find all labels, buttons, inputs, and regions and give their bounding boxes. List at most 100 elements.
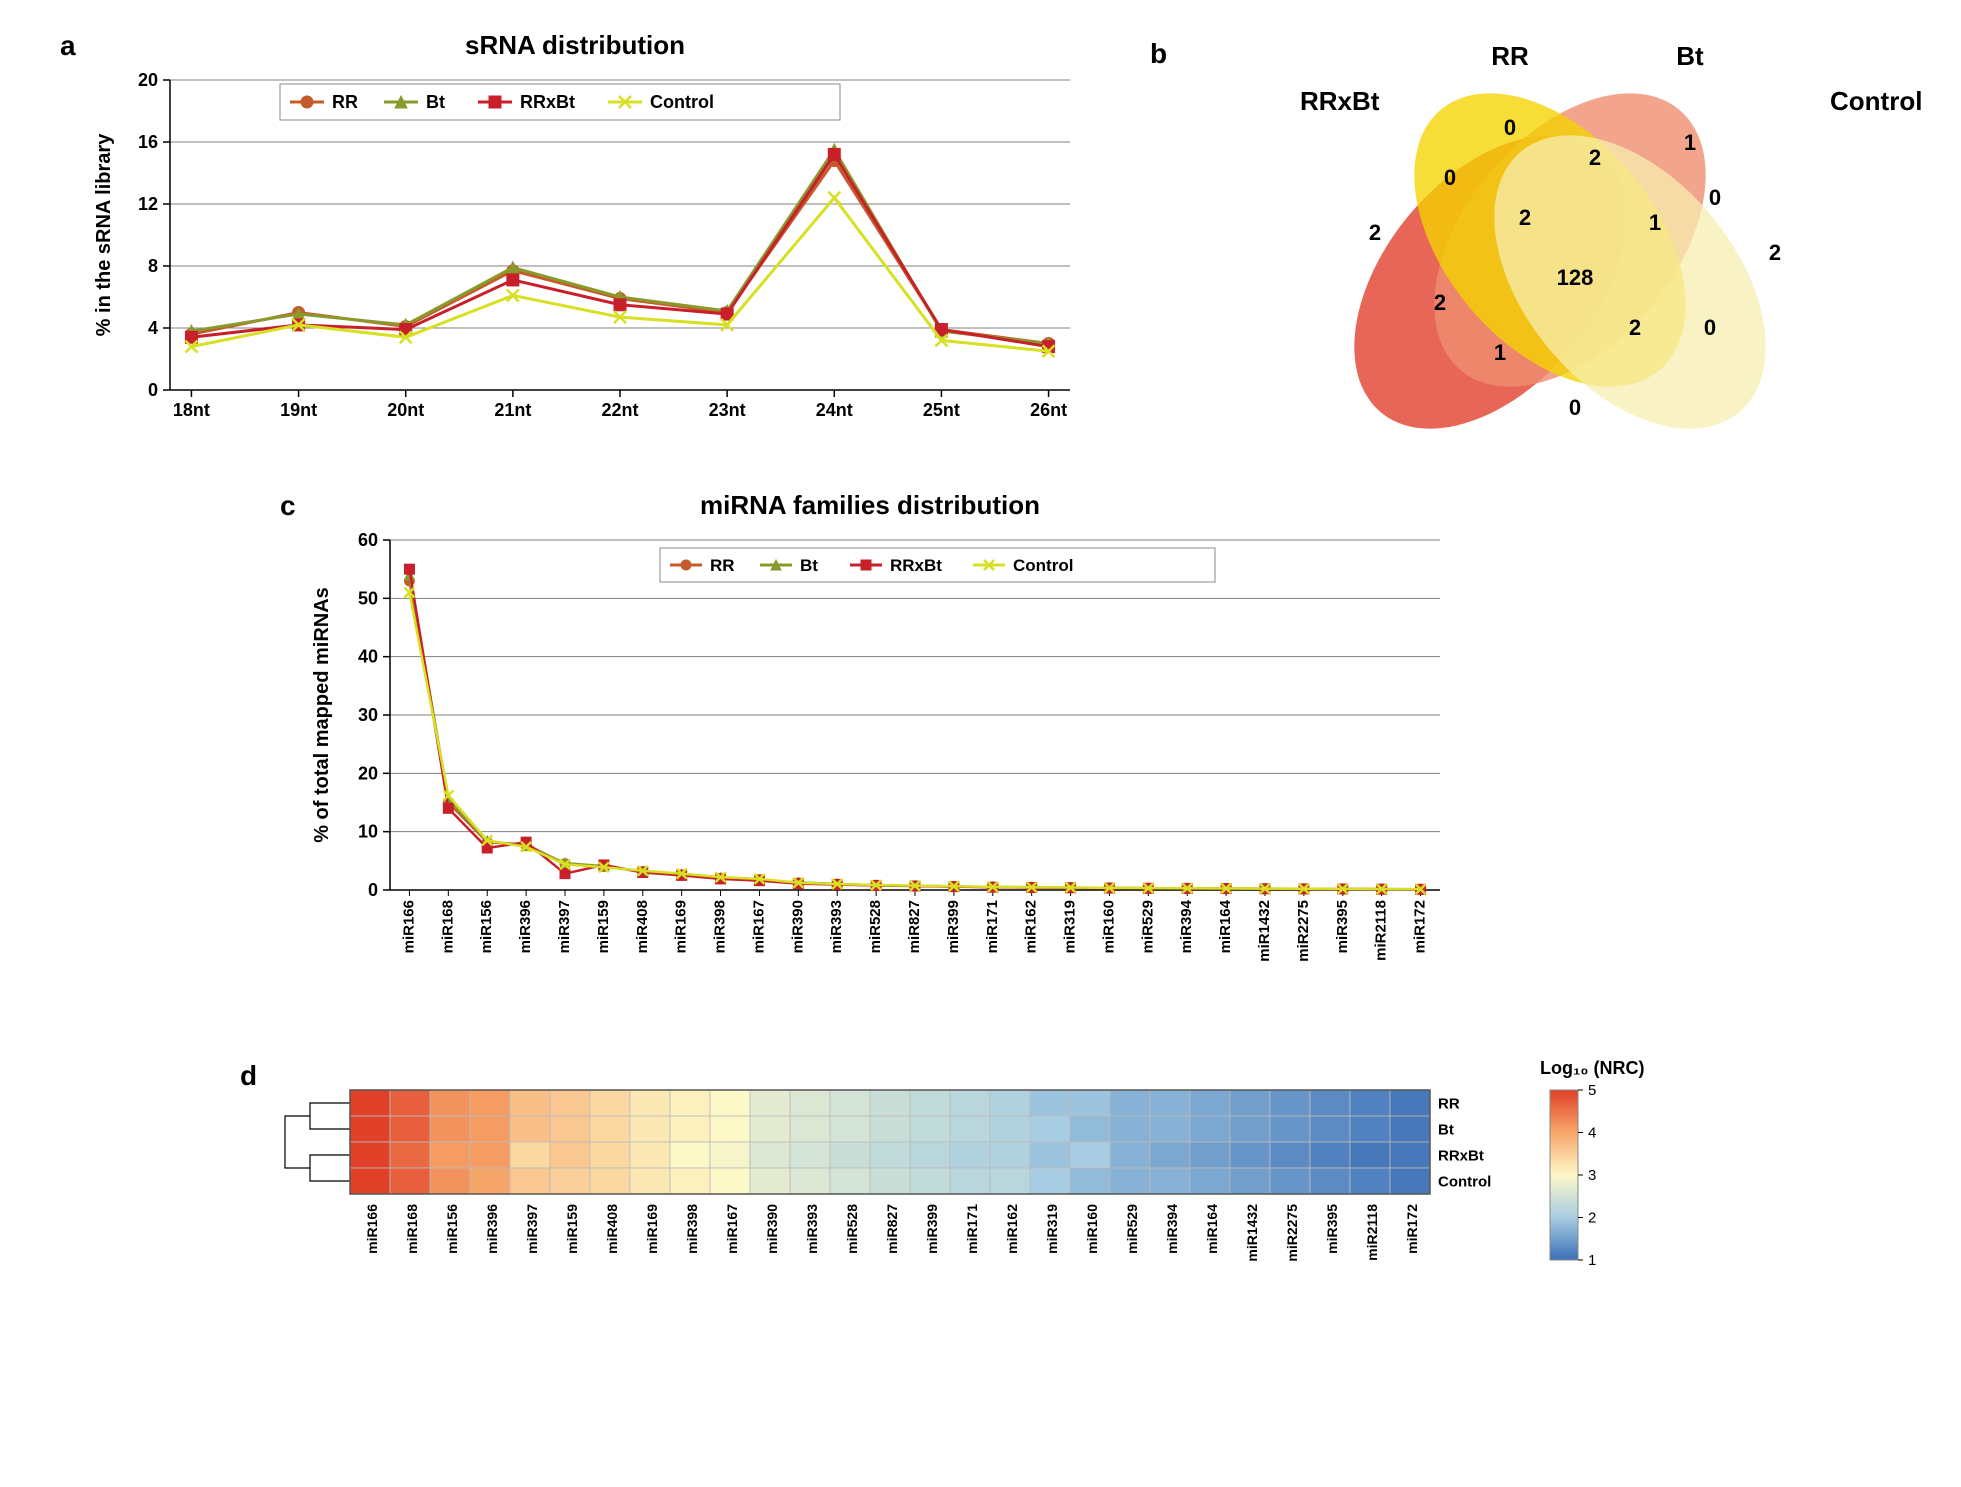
panel-a: a sRNA distribution 04812162018nt19nt20n… bbox=[60, 30, 1090, 450]
svg-text:12: 12 bbox=[138, 194, 158, 214]
svg-text:Log₁₀ (NRC): Log₁₀ (NRC) bbox=[1540, 1060, 1645, 1078]
svg-text:0: 0 bbox=[1704, 315, 1716, 340]
svg-text:miR156: miR156 bbox=[478, 900, 495, 953]
svg-text:miR528: miR528 bbox=[844, 1204, 860, 1254]
svg-text:3: 3 bbox=[1588, 1167, 1596, 1184]
svg-text:40: 40 bbox=[358, 647, 378, 667]
svg-text:4: 4 bbox=[1588, 1125, 1596, 1142]
svg-text:miR167: miR167 bbox=[724, 1204, 740, 1254]
svg-text:miR399: miR399 bbox=[945, 900, 962, 953]
svg-text:10: 10 bbox=[358, 822, 378, 842]
svg-text:Control: Control bbox=[1013, 556, 1073, 575]
svg-text:miR2118: miR2118 bbox=[1373, 900, 1390, 961]
svg-text:miR528: miR528 bbox=[867, 900, 884, 953]
svg-text:RRxBt: RRxBt bbox=[1300, 86, 1380, 116]
svg-text:1: 1 bbox=[1588, 1252, 1596, 1269]
svg-text:miR529: miR529 bbox=[1139, 900, 1156, 953]
svg-text:25nt: 25nt bbox=[923, 400, 960, 420]
svg-text:miR159: miR159 bbox=[564, 1204, 580, 1254]
svg-text:0: 0 bbox=[1444, 165, 1456, 190]
svg-text:miR160: miR160 bbox=[1084, 1204, 1100, 1254]
svg-text:miR394: miR394 bbox=[1178, 899, 1195, 953]
svg-text:24nt: 24nt bbox=[816, 400, 853, 420]
svg-text:miR393: miR393 bbox=[828, 900, 845, 953]
svg-text:RR: RR bbox=[1491, 41, 1529, 71]
svg-text:2: 2 bbox=[1769, 240, 1781, 265]
svg-text:miR827: miR827 bbox=[884, 1204, 900, 1254]
svg-text:% in the sRNA library: % in the sRNA library bbox=[93, 133, 115, 337]
svg-text:20: 20 bbox=[358, 763, 378, 783]
svg-text:23nt: 23nt bbox=[709, 400, 746, 420]
svg-text:miR1432: miR1432 bbox=[1256, 900, 1273, 962]
svg-text:20: 20 bbox=[138, 70, 158, 90]
svg-text:RRxBt: RRxBt bbox=[1438, 1148, 1484, 1165]
svg-text:2: 2 bbox=[1369, 220, 1381, 245]
svg-text:0: 0 bbox=[1709, 185, 1721, 210]
svg-text:miR398: miR398 bbox=[684, 1204, 700, 1254]
svg-text:1: 1 bbox=[1649, 210, 1661, 235]
svg-text:miR398: miR398 bbox=[712, 900, 729, 953]
svg-text:miR408: miR408 bbox=[634, 900, 651, 953]
svg-text:miR397: miR397 bbox=[556, 900, 573, 953]
svg-text:22nt: 22nt bbox=[601, 400, 638, 420]
panel-c-chart: 0102030405060miR166miR168miR156miR396miR… bbox=[280, 490, 1460, 1020]
svg-text:1: 1 bbox=[1494, 340, 1506, 365]
svg-text:0: 0 bbox=[1569, 395, 1581, 420]
svg-text:Control: Control bbox=[1830, 86, 1922, 116]
svg-text:miR164: miR164 bbox=[1217, 899, 1234, 953]
svg-text:miR395: miR395 bbox=[1324, 1204, 1340, 1254]
svg-text:miR2118: miR2118 bbox=[1364, 1204, 1380, 1261]
svg-text:18nt: 18nt bbox=[173, 400, 210, 420]
svg-text:miR164: miR164 bbox=[1204, 1204, 1220, 1254]
svg-text:miR162: miR162 bbox=[1004, 1204, 1020, 1254]
svg-text:8: 8 bbox=[148, 256, 158, 276]
svg-text:miR390: miR390 bbox=[764, 1204, 780, 1254]
svg-text:miR395: miR395 bbox=[1334, 900, 1351, 953]
svg-text:1: 1 bbox=[1684, 130, 1696, 155]
svg-text:miR168: miR168 bbox=[439, 900, 456, 953]
svg-text:RR: RR bbox=[1438, 1096, 1460, 1113]
svg-text:4: 4 bbox=[148, 318, 158, 338]
svg-text:miR172: miR172 bbox=[1404, 1204, 1420, 1254]
svg-text:miR319: miR319 bbox=[1044, 1204, 1060, 1254]
svg-text:miR171: miR171 bbox=[964, 1204, 980, 1254]
svg-text:Bt: Bt bbox=[800, 556, 818, 575]
svg-text:Bt: Bt bbox=[1438, 1122, 1454, 1139]
svg-text:miR171: miR171 bbox=[984, 900, 1001, 953]
svg-text:0: 0 bbox=[1504, 115, 1516, 140]
svg-text:miR166: miR166 bbox=[400, 900, 417, 953]
svg-text:miR166: miR166 bbox=[364, 1204, 380, 1254]
svg-text:miR393: miR393 bbox=[804, 1204, 820, 1254]
svg-text:miR396: miR396 bbox=[517, 900, 534, 953]
svg-text:Bt: Bt bbox=[426, 92, 445, 112]
svg-text:miR162: miR162 bbox=[1023, 900, 1040, 953]
svg-text:miR529: miR529 bbox=[1124, 1204, 1140, 1254]
svg-text:miR169: miR169 bbox=[644, 1204, 660, 1254]
svg-text:miR169: miR169 bbox=[673, 900, 690, 953]
panel-d-label: d bbox=[240, 1060, 257, 1092]
panel-c: c miRNA families distribution 0102030405… bbox=[280, 490, 1460, 1020]
svg-text:19nt: 19nt bbox=[280, 400, 317, 420]
svg-text:miR160: miR160 bbox=[1100, 900, 1117, 953]
panel-d: d RRBtRRxBtControlmiR166miR168miR156miR3… bbox=[240, 1060, 1940, 1420]
svg-text:miR408: miR408 bbox=[604, 1204, 620, 1254]
svg-text:30: 30 bbox=[358, 705, 378, 725]
svg-text:RRxBt: RRxBt bbox=[890, 556, 942, 575]
svg-text:miR394: miR394 bbox=[1164, 1204, 1180, 1254]
panel-b-venn: RRxBtRRBtControl20120200212012128 bbox=[1150, 20, 1940, 460]
svg-text:% of total mapped miRNAs: % of total mapped miRNAs bbox=[311, 587, 333, 843]
panel-d-heatmap: RRBtRRxBtControlmiR166miR168miR156miR396… bbox=[240, 1060, 1940, 1420]
svg-text:50: 50 bbox=[358, 588, 378, 608]
svg-text:miR397: miR397 bbox=[524, 1204, 540, 1254]
svg-text:miR390: miR390 bbox=[789, 900, 806, 953]
svg-text:miR396: miR396 bbox=[484, 1204, 500, 1254]
svg-text:21nt: 21nt bbox=[494, 400, 531, 420]
svg-text:2: 2 bbox=[1519, 205, 1531, 230]
svg-text:miR827: miR827 bbox=[906, 900, 923, 953]
svg-text:5: 5 bbox=[1588, 1082, 1596, 1099]
svg-text:Control: Control bbox=[650, 92, 714, 112]
panel-b-label: b bbox=[1150, 38, 1167, 70]
svg-text:2: 2 bbox=[1588, 1210, 1596, 1227]
svg-text:0: 0 bbox=[148, 380, 158, 400]
svg-text:miR2275: miR2275 bbox=[1284, 1204, 1300, 1262]
